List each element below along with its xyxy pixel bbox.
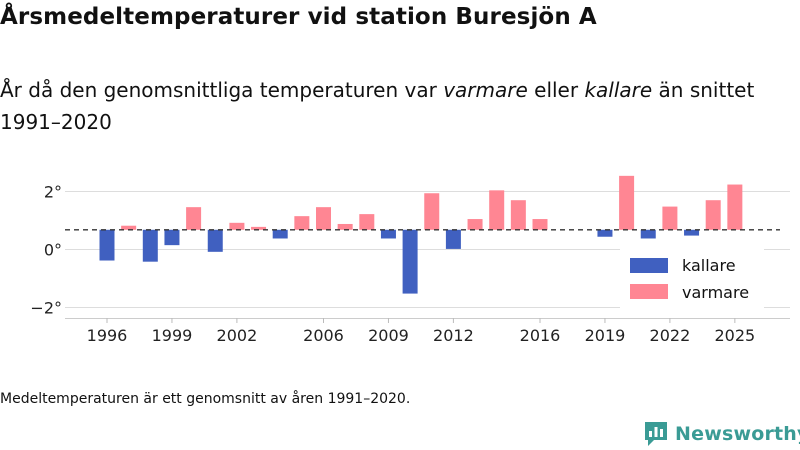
chart-title: Årsmedeltemperaturer vid station Buresjö… <box>0 4 597 30</box>
newsworthy-brand: Newsworthy <box>643 420 800 448</box>
x-tick-label: 2025 <box>714 326 755 345</box>
legend-label-varmare: varmare <box>682 283 749 302</box>
subtitle-text-3: än snittet 1991–2020 <box>0 78 755 134</box>
legend: kallare varmare <box>620 247 764 309</box>
bar-2024 <box>705 200 721 230</box>
bar-1996 <box>99 229 115 261</box>
bar-2011 <box>424 193 440 230</box>
axes: 2° 0° −2° 1996 1999 2002 2006 2009 2012 2016 2019 2… <box>30 183 790 345</box>
x-tick-label: 2012 <box>433 326 474 345</box>
newsworthy-logo-icon <box>645 422 667 446</box>
x-tick-label: 1999 <box>152 326 193 345</box>
y-tick-label: 0° <box>44 241 62 260</box>
subtitle-warmer: varmare <box>443 78 528 102</box>
bar-2013 <box>467 219 483 230</box>
bar-1997 <box>121 225 137 230</box>
bar-1999 <box>164 229 180 246</box>
subtitle-text-2: eller <box>527 78 585 102</box>
bar-2012 <box>445 229 461 249</box>
legend-label-kallare: kallare <box>682 256 736 275</box>
bar-2006 <box>316 207 331 230</box>
subtitle-text-1: År då den genomsnittliga temperaturen va… <box>0 78 444 102</box>
footnote: Medeltemperaturen är ett genomsnitt av å… <box>0 391 411 407</box>
bar-2002 <box>229 222 245 230</box>
bars <box>99 175 743 294</box>
x-tick-label: 2009 <box>368 326 409 345</box>
x-tick-label: 1996 <box>87 326 128 345</box>
bar-2021 <box>640 229 656 239</box>
x-tick-label: 2019 <box>585 326 626 345</box>
x-tick-label: 2006 <box>303 326 344 345</box>
bar-2007 <box>337 223 353 230</box>
bar-2010 <box>402 229 418 294</box>
legend-swatch-kallare <box>630 258 668 273</box>
subtitle-colder: kallare <box>584 78 653 102</box>
bar-2019 <box>597 229 613 237</box>
bar-2001 <box>207 229 223 252</box>
x-tick-label: 2002 <box>217 326 258 345</box>
brand-name: Newsworthy <box>675 423 800 445</box>
bar-2014 <box>489 190 505 230</box>
chart-subtitle: År då den genomsnittliga temperaturen va… <box>0 74 790 138</box>
bar-2015 <box>510 200 526 230</box>
y-tick-label: −2° <box>30 299 62 318</box>
legend-swatch-varmare <box>630 284 668 299</box>
bar-2004 <box>272 229 288 239</box>
bar-2023 <box>684 229 700 236</box>
bar-2005 <box>294 216 310 230</box>
bar-2022 <box>662 206 678 230</box>
y-tick-label: 2° <box>44 183 62 202</box>
x-tick-label: 2022 <box>650 326 691 345</box>
bar-2000 <box>186 207 202 230</box>
bar-1998 <box>142 229 158 262</box>
bar-2016 <box>532 219 548 230</box>
bar-2025 <box>727 184 743 230</box>
bar-chart: 2° 0° −2° 1996 1999 2002 2006 2009 2012 2016 2019 2… <box>30 175 790 345</box>
bar-2009 <box>380 229 396 239</box>
bar-2003 <box>251 226 267 230</box>
x-tick-label: 2016 <box>520 326 561 345</box>
bar-2020 <box>619 175 635 230</box>
bar-2008 <box>359 214 375 230</box>
